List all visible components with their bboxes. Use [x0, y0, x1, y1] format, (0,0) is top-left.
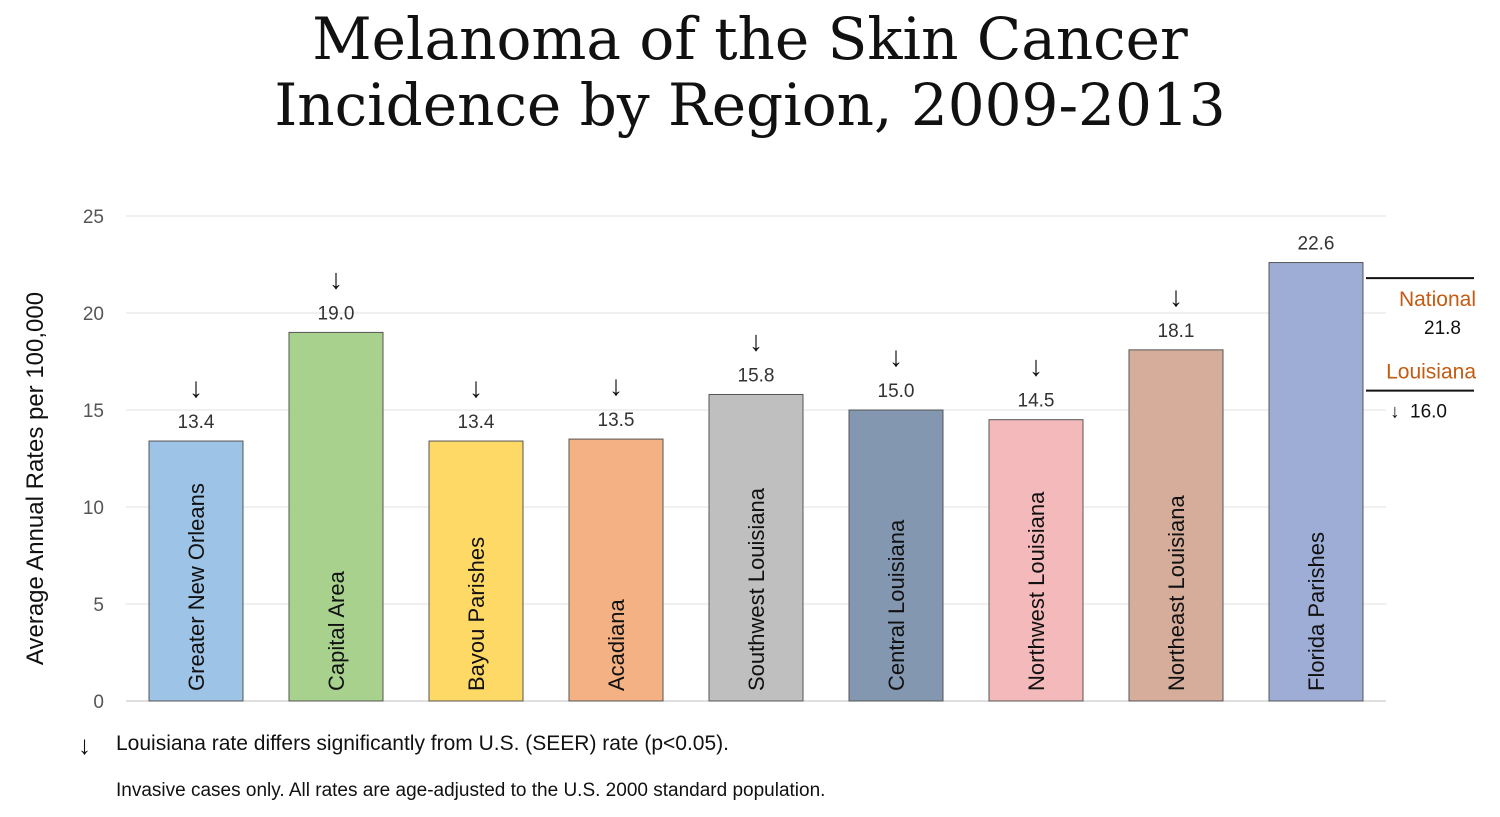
- category-label: Greater New Orleans: [184, 483, 209, 691]
- data-label: 13.5: [598, 410, 635, 431]
- bar: [1268, 262, 1364, 702]
- category-label: Bayou Parishes: [464, 537, 489, 691]
- louisiana-value: 16.0: [1410, 402, 1447, 423]
- category-label: Northeast Louisiana: [1164, 495, 1189, 691]
- title-line-2: Incidence by Region, 2009-2013: [274, 71, 1226, 139]
- category-label: Florida Parishes: [1304, 532, 1329, 691]
- louisiana-arrow-icon: ↓: [1390, 402, 1400, 423]
- significance-arrow-icon: ↓: [189, 372, 203, 403]
- data-label: 18.1: [1158, 321, 1195, 342]
- y-tick-label: 10: [83, 498, 104, 519]
- data-label: 19.0: [318, 303, 355, 324]
- significance-arrow-icon: ↓: [469, 372, 483, 403]
- y-tick-label: 15: [83, 401, 104, 422]
- national-label: National: [1399, 288, 1476, 311]
- category-label: Central Louisiana: [884, 519, 909, 691]
- significance-arrow-icon: ↓: [1029, 351, 1043, 382]
- data-label: 15.0: [878, 381, 915, 402]
- significance-arrow-icon: ↓: [329, 263, 343, 294]
- bar: [988, 419, 1084, 702]
- y-tick-label: 5: [93, 595, 104, 616]
- bar: [148, 440, 244, 702]
- y-tick-label: 20: [83, 304, 104, 325]
- category-label: Southwest Louisiana: [744, 487, 769, 691]
- significance-arrow-icon: ↓: [749, 325, 763, 356]
- bar: [708, 393, 804, 702]
- y-tick-label: 25: [83, 207, 104, 228]
- significance-arrow-icon: ↓: [889, 341, 903, 372]
- y-axis-label: Average Annual Rates per 100,000: [22, 292, 49, 665]
- significance-arrow-icon: ↓: [1169, 281, 1183, 312]
- method-footnote: Invasive cases only. All rates are age-a…: [116, 780, 826, 801]
- y-tick-label: 0: [93, 692, 104, 713]
- significance-footnote: Louisiana rate differs significantly fro…: [116, 732, 729, 755]
- significance-arrow-icon: ↓: [609, 370, 623, 401]
- data-label: 22.6: [1298, 234, 1335, 255]
- louisiana-label: Louisiana: [1386, 361, 1476, 384]
- bar: [848, 409, 944, 702]
- bar: [568, 438, 664, 702]
- data-label: 13.4: [458, 412, 495, 433]
- bar: [428, 440, 524, 702]
- category-label: Northwest Louisiana: [1024, 491, 1049, 691]
- data-label: 14.5: [1018, 391, 1055, 412]
- title-line-1: Melanoma of the Skin Cancer: [312, 5, 1188, 73]
- data-label: 13.4: [178, 412, 215, 433]
- category-label: Acadiana: [604, 598, 629, 691]
- bar: [1128, 349, 1224, 702]
- significance-arrow-icon: ↓: [78, 730, 91, 760]
- chart-title: Melanoma of the Skin Cancer Incidence by…: [0, 6, 1500, 138]
- bar: [288, 331, 384, 702]
- category-label: Capital Area: [324, 570, 349, 691]
- data-label: 15.8: [738, 365, 775, 386]
- national-value: 21.8: [1424, 318, 1461, 339]
